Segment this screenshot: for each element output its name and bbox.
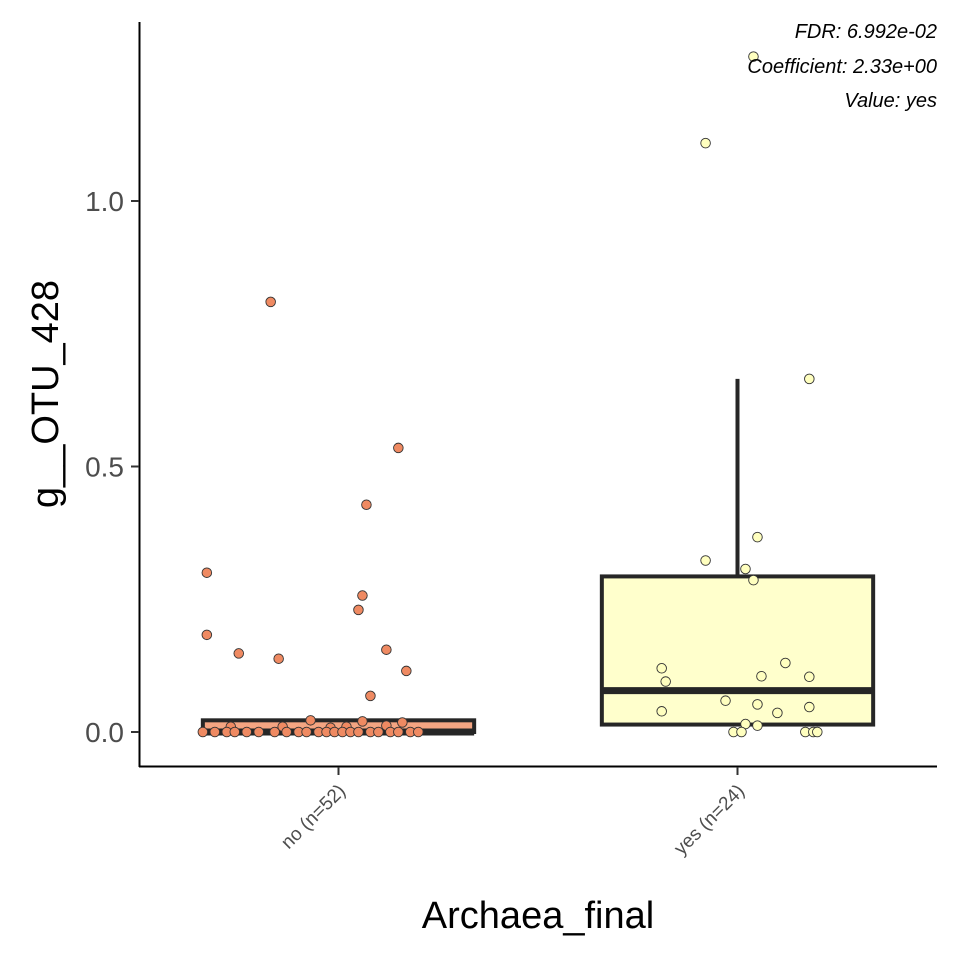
data-point [361,499,372,510]
data-point [281,726,292,738]
data-point [700,555,711,566]
data-point [752,699,763,710]
data-point [201,567,213,578]
coefficient-annotation: Coefficient: 2.33e+00 [747,56,937,78]
fdr-annotation: FDR: 6.992e-02 [795,21,937,43]
value-annotation: Value: yes [844,90,937,112]
data-point [209,726,221,738]
data-point [656,663,667,674]
data-point [812,726,823,738]
data-point [197,726,209,738]
data-point [413,726,424,738]
data-point [269,726,280,738]
data-point [736,726,747,738]
box-group [599,378,876,727]
data-point [720,695,731,706]
y-tick-label: 0.0 [85,717,124,748]
data-point [397,717,408,728]
data-point [357,590,368,601]
data-point [393,726,404,738]
y-tick-label: 1.0 [85,186,124,217]
plot-area [197,51,876,738]
data-point [201,629,213,641]
data-point [353,604,364,616]
data-point [301,726,312,738]
data-point [265,296,276,308]
data-point [393,442,404,454]
data-point [804,671,815,683]
data-point [273,653,284,664]
data-point [381,644,392,655]
data-point [357,716,368,727]
data-point [353,726,364,738]
data-point [772,707,783,719]
data-point [804,373,815,385]
y-tick-label: 0.5 [85,452,124,483]
x-tick-label: no (n=52) [277,781,350,854]
data-point [804,701,815,713]
data-point [656,706,667,717]
y-axis-title: g__OTU_428 [25,280,67,508]
data-point [233,648,244,659]
data-point [241,726,252,738]
data-point [700,137,711,149]
y-axis-ticks: 0.0 0.5 1.0 [85,186,139,748]
data-point [660,676,671,687]
x-axis-ticks: no (n=52) yes (n=24) [277,767,749,859]
points-group [197,296,424,738]
x-tick-label: yes (n=24) [670,781,749,860]
data-point [229,726,241,738]
points-group [656,51,823,738]
data-point [748,574,759,586]
stats-annotations: FDR: 6.992e-02 Coefficient: 2.33e+00 Val… [747,21,937,112]
data-point [365,690,376,702]
data-point [752,531,763,543]
data-point [748,51,759,62]
data-point [305,715,316,726]
data-point [253,726,264,738]
data-point [756,670,767,682]
x-axis-title: Archaea_final [422,895,654,937]
data-point [740,563,751,575]
data-point [401,665,412,677]
data-point [373,726,384,738]
box-body [599,574,876,727]
data-point [780,657,791,669]
data-point [752,720,763,731]
